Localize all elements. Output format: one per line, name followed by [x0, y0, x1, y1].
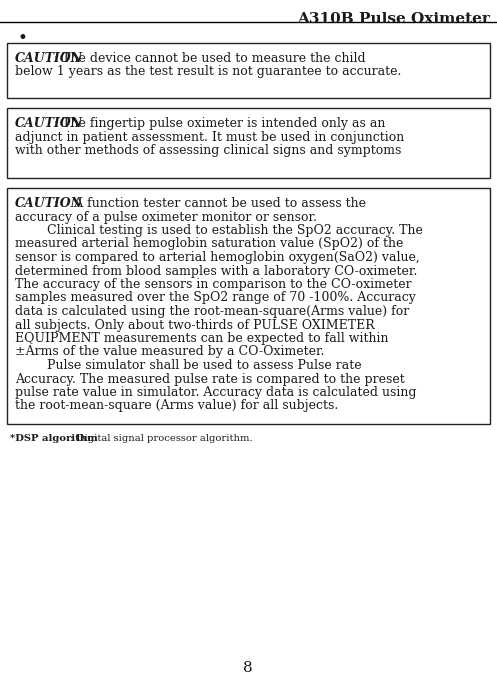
- Text: determined from blood samples with a laboratory CO-oximeter.: determined from blood samples with a lab…: [15, 264, 417, 277]
- Text: 8: 8: [243, 661, 253, 675]
- Text: •: •: [18, 30, 28, 47]
- Bar: [7, 108, 490, 178]
- Text: The accuracy of the sensors in comparison to the CO-oximeter: The accuracy of the sensors in compariso…: [15, 278, 412, 291]
- Text: pulse rate value in simulator. Accuracy data is calculated using: pulse rate value in simulator. Accuracy …: [15, 386, 416, 399]
- Text: the root-mean-square (Arms value) for all subjects.: the root-mean-square (Arms value) for al…: [15, 400, 338, 413]
- Text: ±Arms of the value measured by a CO-Oximeter.: ±Arms of the value measured by a CO-Oxim…: [15, 346, 325, 359]
- Text: measured arterial hemoglobin saturation value (SpO2) of the: measured arterial hemoglobin saturation …: [15, 237, 404, 250]
- Text: CAUTION: CAUTION: [15, 197, 83, 210]
- Text: Accuracy. The measured pulse rate is compared to the preset: Accuracy. The measured pulse rate is com…: [15, 373, 405, 386]
- Text: : The device cannot be used to measure the child: : The device cannot be used to measure t…: [54, 52, 366, 65]
- Text: EQUIPMENT measurements can be expected to fall within: EQUIPMENT measurements can be expected t…: [15, 332, 389, 345]
- Text: adjunct in patient assessment. It must be used in conjunction: adjunct in patient assessment. It must b…: [15, 130, 404, 144]
- Bar: [7, 43, 490, 98]
- Text: *DSP algorithm: *DSP algorithm: [10, 434, 98, 443]
- Text: with other methods of assessing clinical signs and symptoms: with other methods of assessing clinical…: [15, 144, 402, 157]
- Text: Clinical testing is used to establish the SpO2 accuracy. The: Clinical testing is used to establish th…: [15, 224, 423, 237]
- Text: CAUTION: CAUTION: [15, 117, 83, 130]
- Bar: [7, 188, 490, 424]
- Text: accuracy of a pulse oximeter monitor or sensor.: accuracy of a pulse oximeter monitor or …: [15, 210, 317, 224]
- Text: sensor is compared to arterial hemoglobin oxygen(SaO2) value,: sensor is compared to arterial hemoglobi…: [15, 251, 420, 264]
- Text: : The fingertip pulse oximeter is intended only as an: : The fingertip pulse oximeter is intend…: [54, 117, 386, 130]
- Text: A310B Pulse Oximeter: A310B Pulse Oximeter: [297, 12, 490, 26]
- Text: Pulse simulator shall be used to assess Pulse rate: Pulse simulator shall be used to assess …: [15, 359, 362, 372]
- Text: CAUTION: CAUTION: [15, 52, 83, 65]
- Text: : Digital signal processor algorithm.: : Digital signal processor algorithm.: [71, 434, 253, 443]
- Text: below 1 years as the test result is not guarantee to accurate.: below 1 years as the test result is not …: [15, 66, 402, 79]
- Text: all subjects. Only about two-thirds of PULSE OXIMETER: all subjects. Only about two-thirds of P…: [15, 319, 375, 331]
- Text: data is calculated using the root-mean-square(Arms value) for: data is calculated using the root-mean-s…: [15, 305, 409, 318]
- Text: samples measured over the SpO2 range of 70 -100%. Accuracy: samples measured over the SpO2 range of …: [15, 291, 416, 304]
- Text: :    A function tester cannot be used to assess the: : A function tester cannot be used to as…: [54, 197, 366, 210]
